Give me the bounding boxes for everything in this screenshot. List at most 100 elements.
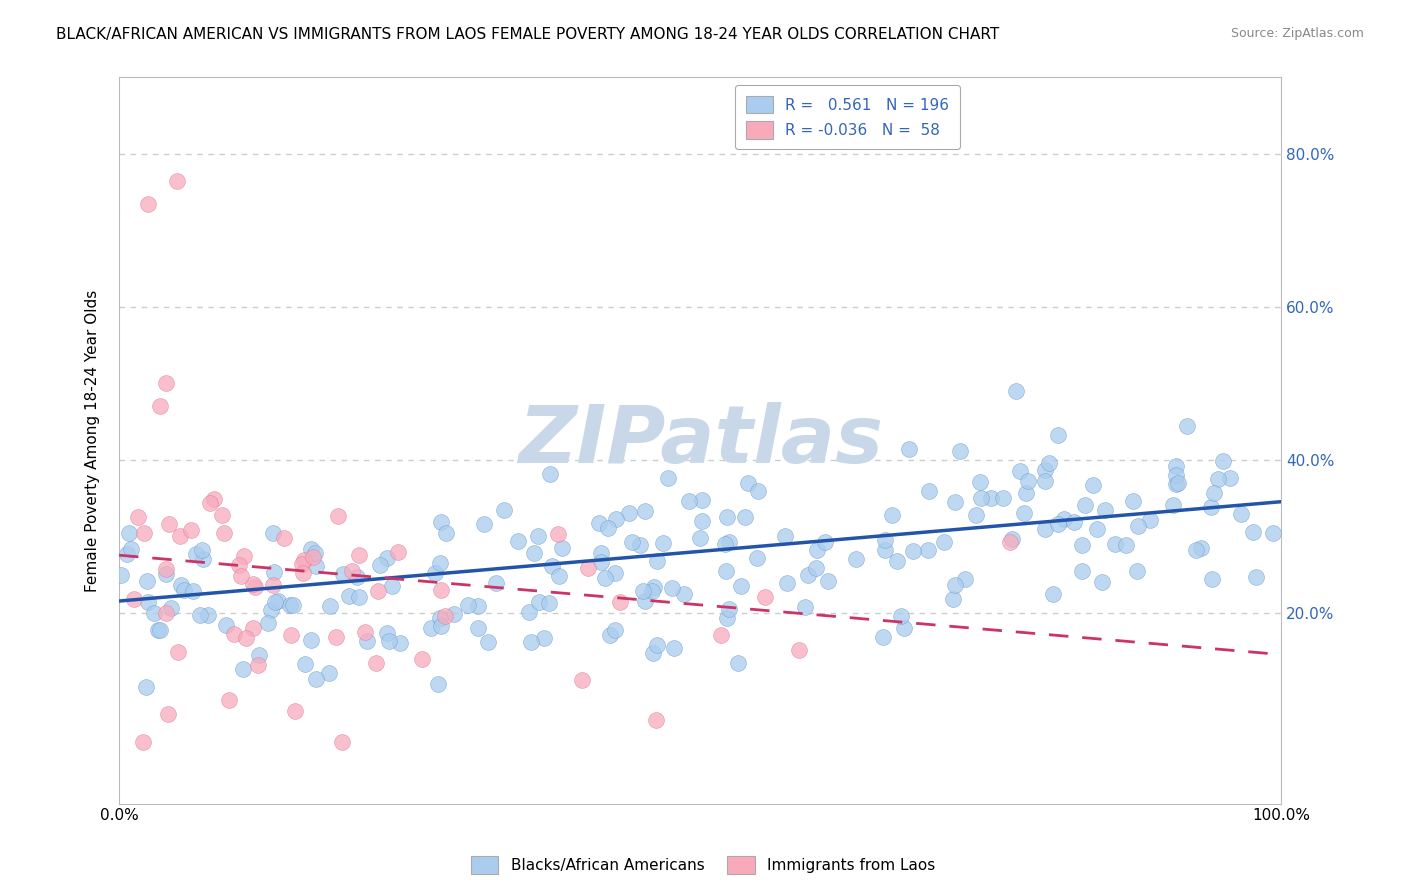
- Legend: R =   0.561   N = 196, R = -0.036   N =  58: R = 0.561 N = 196, R = -0.036 N = 58: [735, 85, 960, 149]
- Point: [949, 443, 972, 458]
- Point: [890, 608, 912, 623]
- Point: [776, 576, 799, 591]
- Point: [692, 514, 714, 528]
- Point: [284, 704, 307, 718]
- Point: [901, 544, 924, 558]
- Point: [523, 546, 546, 560]
- Point: [1185, 543, 1208, 558]
- Point: [817, 574, 839, 589]
- Point: [423, 566, 446, 580]
- Point: [591, 546, 613, 560]
- Point: [737, 476, 759, 491]
- Point: [155, 606, 177, 620]
- Point: [1202, 486, 1225, 500]
- Point: [1241, 524, 1264, 539]
- Point: [1012, 506, 1035, 520]
- Point: [304, 546, 326, 560]
- Point: [1115, 538, 1137, 552]
- Point: [932, 535, 955, 549]
- Point: [873, 543, 896, 558]
- Point: [717, 601, 740, 615]
- Point: [541, 559, 564, 574]
- Point: [787, 643, 810, 657]
- Point: [537, 596, 560, 610]
- Point: [364, 656, 387, 670]
- Point: [337, 589, 360, 603]
- Legend: Blacks/African Americans, Immigrants from Laos: Blacks/African Americans, Immigrants fro…: [465, 850, 941, 880]
- Point: [430, 619, 453, 633]
- Point: [457, 598, 479, 612]
- Point: [143, 606, 166, 620]
- Point: [318, 666, 340, 681]
- Point: [305, 559, 328, 574]
- Point: [716, 510, 738, 524]
- Point: [605, 566, 627, 580]
- Point: [135, 574, 157, 588]
- Point: [212, 525, 235, 540]
- Point: [346, 569, 368, 583]
- Point: [621, 534, 644, 549]
- Point: [690, 493, 713, 508]
- Point: [797, 568, 820, 582]
- Point: [294, 657, 316, 672]
- Point: [991, 491, 1014, 506]
- Point: [1104, 537, 1126, 551]
- Point: [943, 495, 966, 509]
- Point: [291, 566, 314, 581]
- Point: [1126, 518, 1149, 533]
- Point: [591, 556, 613, 570]
- Point: [1167, 475, 1189, 490]
- Point: [1175, 418, 1198, 433]
- Point: [173, 582, 195, 597]
- Point: [267, 594, 290, 608]
- Point: [136, 595, 159, 609]
- Point: [381, 578, 404, 592]
- Text: Source: ZipAtlas.com: Source: ZipAtlas.com: [1230, 27, 1364, 40]
- Point: [716, 565, 738, 579]
- Point: [1033, 522, 1056, 536]
- Point: [149, 623, 172, 637]
- Point: [917, 543, 939, 558]
- Point: [160, 601, 183, 615]
- Point: [326, 508, 349, 523]
- Point: [1164, 458, 1187, 473]
- Point: [467, 622, 489, 636]
- Point: [155, 562, 177, 576]
- Point: [641, 646, 664, 660]
- Point: [157, 517, 180, 532]
- Point: [262, 578, 284, 592]
- Point: [661, 581, 683, 595]
- Y-axis label: Female Poverty Among 18-24 Year Olds: Female Poverty Among 18-24 Year Olds: [86, 289, 100, 591]
- Point: [281, 599, 304, 613]
- Point: [593, 571, 616, 585]
- Point: [745, 551, 768, 566]
- Point: [117, 526, 139, 541]
- Point: [429, 515, 451, 529]
- Point: [136, 196, 159, 211]
- Point: [603, 623, 626, 637]
- Point: [662, 640, 685, 655]
- Point: [184, 547, 207, 561]
- Point: [1212, 454, 1234, 468]
- Point: [1094, 502, 1116, 516]
- Point: [354, 624, 377, 639]
- Point: [806, 561, 828, 575]
- Point: [347, 590, 370, 604]
- Point: [970, 491, 993, 505]
- Point: [170, 578, 193, 592]
- Point: [319, 599, 342, 613]
- Point: [965, 508, 987, 523]
- Point: [814, 535, 837, 549]
- Point: [291, 557, 314, 571]
- Point: [588, 516, 610, 530]
- Point: [576, 561, 599, 575]
- Point: [167, 645, 190, 659]
- Point: [235, 632, 257, 646]
- Point: [599, 627, 621, 641]
- Point: [233, 549, 256, 564]
- Point: [325, 630, 347, 644]
- Point: [1038, 456, 1060, 470]
- Point: [1081, 477, 1104, 491]
- Point: [299, 633, 322, 648]
- Point: [367, 584, 389, 599]
